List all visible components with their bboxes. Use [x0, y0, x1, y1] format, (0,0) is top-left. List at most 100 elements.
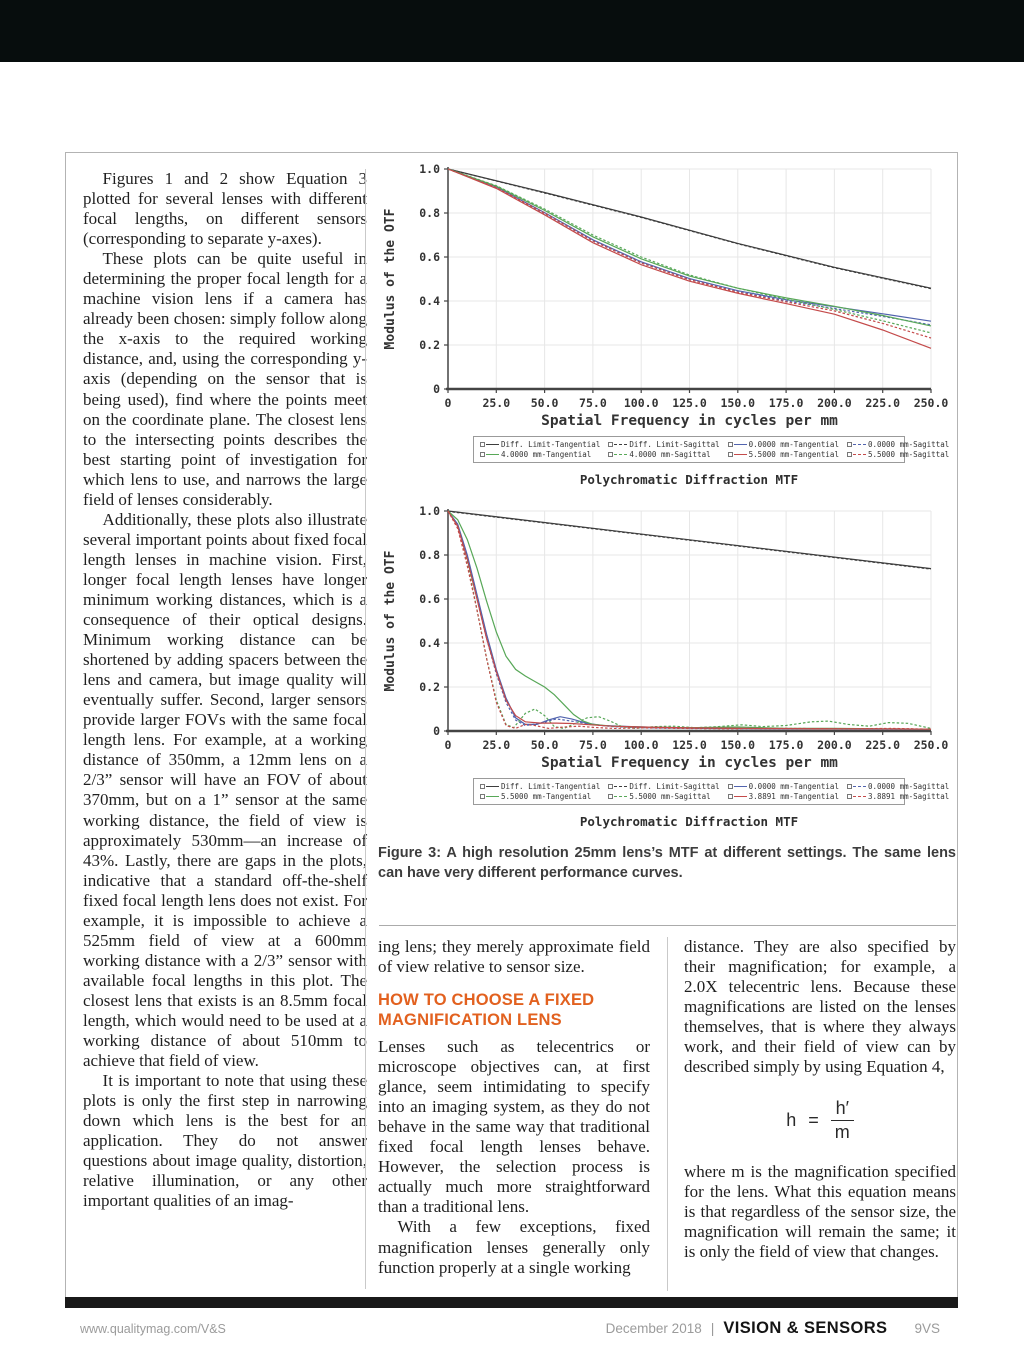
legend-entry: 0.0000 mm-Sagittal: [846, 782, 950, 791]
legend-checkbox-icon: [727, 784, 733, 789]
legend-entry: Diff. Limit-Tangential: [480, 440, 600, 449]
legend-label: 0.0000 mm-Tangential: [748, 440, 839, 449]
svg-text:0: 0: [433, 382, 440, 396]
svg-text:225.0: 225.0: [865, 738, 900, 752]
legend-line-sample-icon: [733, 796, 747, 797]
legend-label: 4.0000 mm-Sagittal: [629, 450, 711, 459]
legend-entry: Diff. Limit-Sagittal: [608, 440, 720, 449]
svg-text:1.0: 1.0: [419, 504, 440, 518]
legend-line-sample-icon: [614, 444, 628, 445]
column-divider: [666, 937, 668, 1291]
footer-right: December 2018 | VISION & SENSORS 9VS: [606, 1319, 940, 1338]
legend-checkbox-icon: [608, 794, 614, 799]
equation-lhs: h: [786, 1110, 797, 1131]
masthead-bar: [0, 0, 1024, 62]
legend-label: 0.0000 mm-Tangential: [748, 782, 839, 791]
legend-checkbox-icon: [608, 784, 614, 789]
footer-page-number: 9VS: [914, 1321, 940, 1336]
legend-label: 4.0000 mm-Tangential: [501, 450, 592, 459]
legend-checkbox-icon: [480, 442, 485, 447]
section-heading: HOW TO CHOOSE A FIXED MAGNIFICATION LENS: [378, 991, 595, 1029]
legend-entry: 3.8891 mm-Sagittal: [846, 792, 949, 801]
svg-text:Spatial Frequency in cycles pe: Spatial Frequency in cycles per mm: [541, 413, 838, 429]
legend-line-sample-icon: [733, 454, 747, 455]
article-middle-column: ing lens; they merely approximate field …: [378, 937, 650, 1291]
svg-text:1.0: 1.0: [419, 162, 440, 176]
svg-text:0.4: 0.4: [419, 636, 440, 650]
legend-label: 5.5000 mm-Sagittal: [629, 792, 711, 801]
column-divider: [365, 169, 366, 1289]
svg-text:0.6: 0.6: [419, 592, 440, 606]
legend-label: 0.0000 mm-Sagittal: [867, 440, 950, 449]
article-bottom-columns: ing lens; they merely approximate field …: [378, 937, 956, 1291]
footer-url: www.qualitymag.com/V&S: [80, 1322, 226, 1336]
svg-text:100.0: 100.0: [624, 396, 659, 410]
legend-entry: Diff. Limit-Sagittal: [608, 782, 720, 791]
paragraph: These plots can be quite useful in deter…: [83, 249, 367, 509]
article-right-column: distance. They are also specified by the…: [684, 937, 956, 1291]
mtf-legend-bottom: Diff. Limit-Tangential Diff. Limit-Sagitt…: [473, 778, 949, 805]
legend-entry: 4.0000 mm-Tangential: [480, 450, 600, 459]
svg-text:150.0: 150.0: [720, 396, 755, 410]
svg-text:100.0: 100.0: [624, 738, 659, 752]
legend-checkbox-icon: [846, 452, 852, 457]
legend-label: Diff. Limit-Sagittal: [629, 440, 720, 449]
legend-entry: 5.5000 mm-Sagittal: [608, 792, 719, 801]
legend-entry: 5.5000 mm-Tangential: [480, 792, 600, 801]
legend-label: 5.5000 mm-Tangential: [748, 450, 839, 459]
svg-text:50.0: 50.0: [531, 396, 559, 410]
svg-text:125.0: 125.0: [672, 396, 707, 410]
legend-label: Diff. Limit-Tangential: [501, 782, 601, 791]
svg-text:200.0: 200.0: [817, 738, 852, 752]
svg-text:50.0: 50.0: [531, 738, 559, 752]
chart-title: Polychromatic Diffraction MTF: [579, 814, 799, 829]
legend-checkbox-icon: [480, 784, 485, 789]
mtf-chart-bottom: 0 25.0 50.0 75.0 100.0 125.0 150.0 175.0 200.0 22…: [383, 504, 948, 771]
paragraph: Lenses such as telecentrics or microscop…: [378, 1037, 650, 1217]
legend-label: 0.0000 mm-Sagittal: [867, 782, 950, 791]
legend-entry: 3.8891 mm-Tangential: [727, 792, 839, 801]
legend-line-sample-icon: [852, 786, 866, 787]
svg-text:Modulus of the OTF: Modulus of the OTF: [383, 550, 398, 691]
svg-text:0.8: 0.8: [419, 548, 440, 562]
legend-label: Diff. Limit-Tangential: [501, 440, 601, 449]
paragraph: ing lens; they merely approximate field …: [378, 937, 650, 977]
svg-text:0: 0: [445, 396, 452, 410]
legend-line-sample-icon: [614, 786, 628, 787]
legend-line-sample-icon: [486, 796, 499, 797]
paragraph: With a few exceptions, fixed magnificati…: [378, 1217, 650, 1277]
paragraph: where m is the magnification specified f…: [684, 1162, 956, 1262]
legend-entry: 0.0000 mm-Sagittal: [846, 440, 950, 449]
footer-brand: VISION & SENSORS: [723, 1319, 888, 1337]
svg-text:0.8: 0.8: [419, 206, 440, 220]
svg-text:Spatial Frequency in cycles pe: Spatial Frequency in cycles per mm: [541, 755, 838, 771]
svg-text:0: 0: [445, 738, 452, 752]
footer-issue: December 2018: [605, 1321, 702, 1336]
legend-entry: 5.5000 mm-Tangential: [727, 450, 839, 459]
legend-label: 3.8891 mm-Tangential: [748, 792, 839, 801]
legend-line-sample-icon: [486, 786, 499, 787]
legend-checkbox-icon: [846, 784, 852, 789]
legend-checkbox-icon: [480, 794, 485, 799]
article-left-column: Figures 1 and 2 show Equation 3 plotted …: [83, 169, 367, 1211]
figure-caption: Figure 3: A high resolution 25mm lens’s …: [378, 845, 956, 881]
legend-entry: 0.0000 mm-Tangential: [727, 782, 839, 791]
svg-text:175.0: 175.0: [769, 738, 804, 752]
paragraph: Figures 1 and 2 show Equation 3 plotted …: [83, 169, 367, 249]
legend-entry: 0.0000 mm-Tangential: [727, 440, 839, 449]
legend-checkbox-icon: [846, 442, 852, 447]
legend-line-sample-icon: [852, 796, 866, 797]
legend-entry: Diff. Limit-Tangential: [480, 782, 600, 791]
svg-text:250.0: 250.0: [914, 396, 949, 410]
paragraph: Additionally, these plots also illustrat…: [83, 509, 367, 1071]
svg-text:75.0: 75.0: [579, 738, 607, 752]
svg-text:0: 0: [433, 724, 440, 738]
legend-checkbox-icon: [727, 452, 733, 457]
svg-text:0.6: 0.6: [419, 250, 440, 264]
mtf-legend-top: Diff. Limit-Tangential Diff. Limit-Sagitt…: [473, 436, 949, 463]
legend-line-sample-icon: [486, 454, 499, 455]
legend-label: 5.5000 mm-Tangential: [501, 792, 592, 801]
legend-line-sample-icon: [733, 444, 747, 445]
chart-title: Polychromatic Diffraction MTF: [579, 472, 799, 487]
svg-text:200.0: 200.0: [817, 396, 852, 410]
